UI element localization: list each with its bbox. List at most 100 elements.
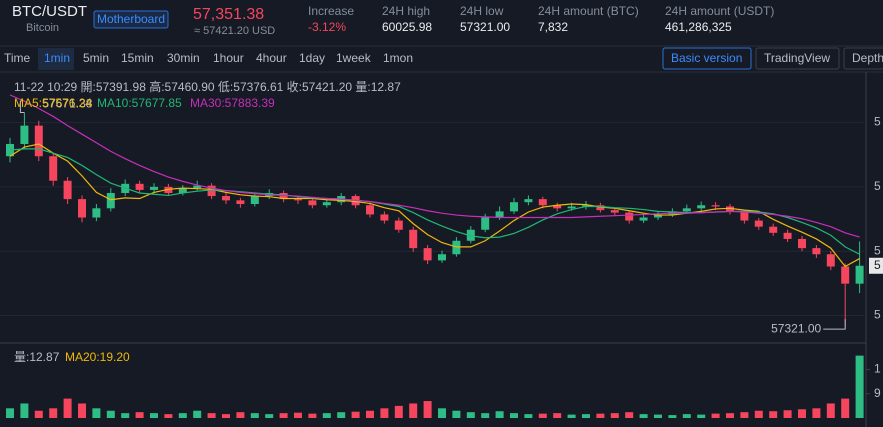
candle-body <box>769 226 778 233</box>
volume-bar <box>654 414 662 418</box>
candle-body <box>366 205 374 215</box>
volume-bar <box>812 408 821 418</box>
tab[interactable]: 1hour <box>213 51 244 65</box>
candle-body <box>812 248 821 255</box>
tab[interactable]: 4hour <box>256 51 287 65</box>
candle-body <box>92 208 101 218</box>
tab[interactable]: Time <box>4 51 31 65</box>
legend-entry: MA5:57576.24 <box>14 96 92 110</box>
volume-bar <box>495 411 504 418</box>
button[interactable]: Basic version <box>671 51 742 65</box>
tab[interactable]: 15min <box>121 51 154 65</box>
volume-label: 量:12.87 <box>14 350 60 364</box>
stat-value: 57321.00 <box>460 20 510 34</box>
candle-body <box>380 214 389 221</box>
legend-entry: MA10:57677.85 <box>97 96 182 110</box>
volume-bar <box>538 413 547 418</box>
volume-bar <box>78 403 86 418</box>
volume-bar <box>265 414 274 418</box>
annotation: 57321.00 <box>771 321 821 335</box>
candle-body <box>740 211 749 221</box>
candle-body <box>625 212 634 221</box>
volume-bar <box>193 410 202 418</box>
volume-bar <box>351 411 360 418</box>
candle-body <box>409 229 418 249</box>
tab[interactable]: 1week <box>336 51 372 65</box>
volume-bar <box>394 405 403 418</box>
button-box[interactable] <box>755 47 840 70</box>
candle-body <box>798 238 806 249</box>
candle-body <box>193 185 202 189</box>
tab[interactable]: 1min <box>44 51 70 65</box>
stat-label: 24H amount (USDT) <box>665 4 774 18</box>
candle-body <box>34 125 43 157</box>
volume-bar <box>164 414 173 418</box>
candle-body <box>150 186 158 190</box>
candle-body <box>538 199 547 206</box>
volume-bar <box>726 413 734 418</box>
pair: BTC/USDT <box>12 3 87 20</box>
stat-value: 461,286,325 <box>665 20 732 34</box>
candle-body <box>697 205 706 209</box>
button[interactable]: Depth <box>852 51 883 65</box>
candle-body <box>49 156 58 181</box>
candle-body <box>654 214 662 218</box>
price-sub: ≈ 57421.20 USD <box>194 25 275 37</box>
volume-bar <box>308 413 317 418</box>
volume-bar <box>481 413 490 418</box>
volume-bar <box>610 413 619 418</box>
badge: Motherboard <box>97 12 165 26</box>
candle-body <box>452 240 461 255</box>
tab[interactable]: 30min <box>167 51 200 65</box>
candle-body <box>78 199 86 218</box>
candle-body <box>438 254 446 261</box>
price: 57,351.38 <box>193 6 264 23</box>
volume-bar <box>20 403 29 418</box>
y-tick-label: 5 <box>874 308 881 322</box>
button-box[interactable] <box>662 47 752 70</box>
volume-bar <box>625 412 634 418</box>
volume-bar <box>92 408 101 418</box>
volume-bar <box>466 412 475 418</box>
volume-bar <box>668 415 677 418</box>
tab[interactable]: 1mon <box>383 51 413 65</box>
candle-body <box>279 193 288 200</box>
button-box[interactable] <box>843 47 883 70</box>
price-tag-box <box>869 257 883 274</box>
volume-bar <box>121 413 130 418</box>
ma-line <box>9 94 860 238</box>
volume-bar <box>596 413 605 418</box>
legend-entry: MA30:57883.39 <box>190 96 275 110</box>
candle-body <box>207 185 216 197</box>
y-tick-label: 5 <box>874 243 881 257</box>
volume-ma-label: MA20:19.20 <box>65 350 130 364</box>
candle-body <box>63 180 72 200</box>
button[interactable]: TradingView <box>764 51 830 65</box>
ohlc-info: 11-22 10:29 開:57391.98 高:57460.90 低:5737… <box>14 79 401 94</box>
volume-bar <box>754 410 763 418</box>
tab-active-bg <box>38 48 74 70</box>
volume-bar <box>34 410 43 418</box>
price-tag: 5 <box>874 258 881 272</box>
candle-body <box>639 217 648 221</box>
volume-bar <box>826 403 835 418</box>
volume-bar <box>582 414 590 418</box>
volume-bar <box>567 414 576 418</box>
volume-bar <box>798 409 806 418</box>
candle-body <box>394 220 403 230</box>
volume-bar <box>222 414 230 418</box>
tab[interactable]: 1day <box>299 51 325 65</box>
stat-value: -3.12% <box>308 20 346 34</box>
volume-bar <box>322 413 331 418</box>
candle-body <box>711 205 720 207</box>
stat-label: Increase <box>308 4 354 18</box>
y-tick-label: 5 <box>874 179 881 193</box>
volume-bar <box>279 413 288 418</box>
volume-bar <box>250 413 259 418</box>
volume-bar <box>366 410 374 418</box>
v-tick-label: 1 <box>874 362 881 376</box>
candle-body <box>726 206 734 212</box>
volume-bar <box>855 355 864 418</box>
tab[interactable]: 5min <box>83 51 109 65</box>
stat-label: 24H amount (BTC) <box>538 4 639 18</box>
